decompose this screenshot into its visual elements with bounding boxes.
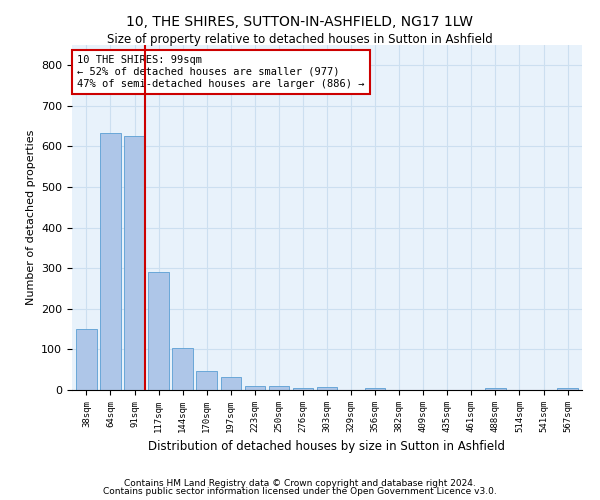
Bar — [485, 388, 506, 390]
Text: 10, THE SHIRES, SUTTON-IN-ASHFIELD, NG17 1LW: 10, THE SHIRES, SUTTON-IN-ASHFIELD, NG17… — [127, 15, 473, 29]
Bar — [269, 386, 289, 390]
Bar — [365, 388, 385, 390]
Bar — [196, 370, 217, 390]
Bar — [245, 386, 265, 390]
Bar — [557, 388, 578, 390]
Bar — [172, 348, 193, 390]
Y-axis label: Number of detached properties: Number of detached properties — [26, 130, 35, 305]
Bar — [221, 377, 241, 390]
X-axis label: Distribution of detached houses by size in Sutton in Ashfield: Distribution of detached houses by size … — [149, 440, 505, 454]
Bar — [293, 388, 313, 390]
Bar — [100, 133, 121, 390]
Bar — [148, 272, 169, 390]
Text: 10 THE SHIRES: 99sqm
← 52% of detached houses are smaller (977)
47% of semi-deta: 10 THE SHIRES: 99sqm ← 52% of detached h… — [77, 56, 365, 88]
Text: Contains HM Land Registry data © Crown copyright and database right 2024.: Contains HM Land Registry data © Crown c… — [124, 478, 476, 488]
Bar — [76, 329, 97, 390]
Text: Size of property relative to detached houses in Sutton in Ashfield: Size of property relative to detached ho… — [107, 32, 493, 46]
Bar — [317, 387, 337, 390]
Bar — [124, 136, 145, 390]
Text: Contains public sector information licensed under the Open Government Licence v3: Contains public sector information licen… — [103, 487, 497, 496]
